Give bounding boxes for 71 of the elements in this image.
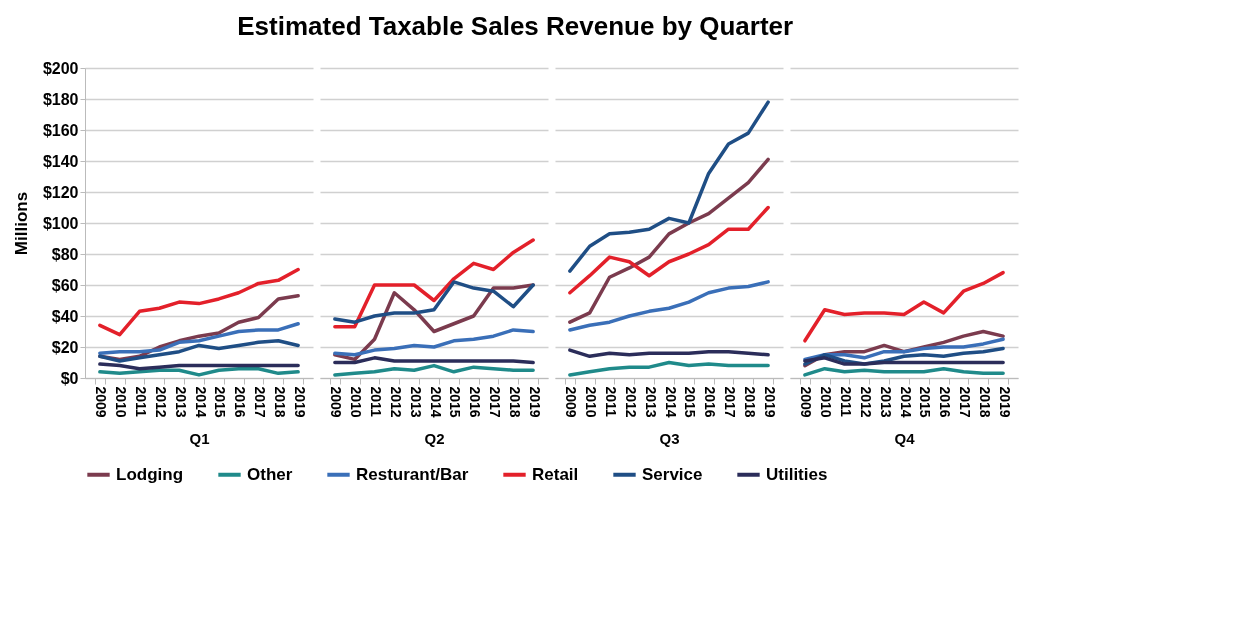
x-tick-label: 2009 bbox=[798, 386, 815, 418]
x-tick-label: 2014 bbox=[662, 386, 679, 418]
x-tick-label: 2011 bbox=[368, 386, 385, 418]
legend-label: Other bbox=[247, 464, 293, 484]
line-series bbox=[98, 366, 300, 377]
y-tick-label: $40 bbox=[51, 307, 79, 325]
x-tick-label: 2018 bbox=[741, 386, 758, 418]
x-tick-label: 2014 bbox=[427, 386, 444, 418]
x-axis-title: Q3 bbox=[659, 429, 680, 447]
x-axis-title: Q4 bbox=[894, 429, 916, 447]
x-tick-label: 2009 bbox=[328, 386, 345, 418]
y-tick-label: $120 bbox=[42, 183, 79, 201]
legend-label: Lodging bbox=[116, 464, 184, 484]
x-tick-label: 2017 bbox=[251, 386, 268, 418]
legend-label: Resturant/Bar bbox=[356, 464, 469, 484]
x-tick-label: 2012 bbox=[387, 386, 404, 418]
x-axis-title: Q1 bbox=[189, 429, 210, 447]
line-series bbox=[98, 322, 300, 355]
y-tick-label: $60 bbox=[51, 276, 79, 294]
x-tick-label: 2014 bbox=[897, 386, 914, 418]
x-tick-label: 2018 bbox=[506, 386, 523, 418]
x-tick-label: 2019 bbox=[761, 386, 778, 418]
x-tick-label: 2019 bbox=[291, 386, 308, 418]
x-tick-label: 2010 bbox=[818, 386, 835, 418]
y-tick-label: $20 bbox=[51, 338, 79, 356]
legend-label: Utilities bbox=[766, 464, 828, 484]
x-tick-label: 2018 bbox=[976, 386, 993, 418]
x-tick-label: 2015 bbox=[682, 386, 699, 418]
x-tick-label: 2015 bbox=[212, 386, 229, 418]
x-tick-label: 2016 bbox=[467, 386, 484, 418]
y-tick-label: $160 bbox=[42, 121, 79, 139]
y-tick-label: $200 bbox=[42, 59, 79, 77]
x-axis-title: Q2 bbox=[424, 429, 445, 447]
x-tick-label: 2012 bbox=[857, 386, 874, 418]
y-tick-label: $100 bbox=[42, 214, 79, 232]
x-tick-label: 2009 bbox=[93, 386, 110, 418]
x-tick-label: 2017 bbox=[721, 386, 738, 418]
y-tick-label: $80 bbox=[51, 245, 79, 263]
x-tick-label: 2011 bbox=[838, 386, 855, 418]
x-tick-label: 2012 bbox=[622, 386, 639, 418]
x-tick-label: 2010 bbox=[113, 386, 130, 418]
text: Estimated Taxable Sales Revenue by Quarter bbox=[237, 11, 794, 41]
x-tick-label: 2019 bbox=[996, 386, 1013, 418]
x-tick-label: 2015 bbox=[447, 386, 464, 418]
legend-label: Service bbox=[642, 464, 703, 484]
x-tick-label: 2012 bbox=[152, 386, 169, 418]
x-tick-label: 2013 bbox=[407, 386, 424, 418]
x-tick-label: 2015 bbox=[917, 386, 934, 418]
x-tick-label: 2011 bbox=[133, 386, 150, 418]
y-tick-label: $0 bbox=[60, 369, 79, 387]
x-tick-label: 2011 bbox=[603, 386, 620, 418]
x-tick-label: 2017 bbox=[956, 386, 973, 418]
x-tick-label: 2010 bbox=[348, 386, 365, 418]
x-tick-label: 2010 bbox=[583, 386, 600, 418]
x-tick-label: 2014 bbox=[192, 386, 209, 418]
x-tick-label: 2016 bbox=[232, 386, 249, 418]
x-tick-label: 2013 bbox=[877, 386, 894, 418]
x-tick-label: 2016 bbox=[702, 386, 719, 418]
x-tick-label: 2017 bbox=[486, 386, 503, 418]
x-tick-label: 2013 bbox=[642, 386, 659, 418]
y-tick-label: $180 bbox=[42, 90, 79, 108]
y-axis-title: Millions bbox=[11, 191, 31, 256]
x-tick-label: 2013 bbox=[172, 386, 189, 418]
line-series bbox=[98, 339, 300, 363]
x-tick-label: 2019 bbox=[526, 386, 543, 418]
legend-label: Retail bbox=[532, 464, 579, 484]
line-series bbox=[98, 267, 300, 337]
x-tick-label: 2018 bbox=[271, 386, 288, 418]
x-tick-label: 2016 bbox=[937, 386, 954, 418]
y-tick-label: $140 bbox=[42, 152, 79, 170]
x-tick-label: 2009 bbox=[563, 386, 580, 418]
